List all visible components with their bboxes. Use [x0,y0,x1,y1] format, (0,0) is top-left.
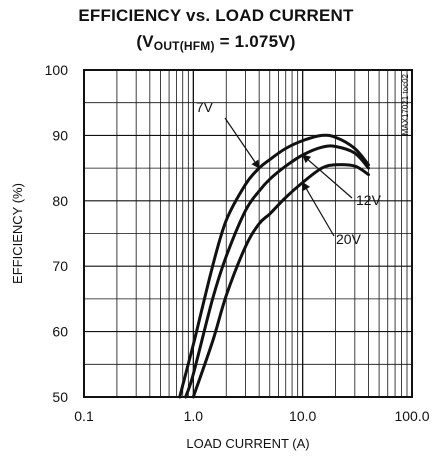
x-tick-label: 10.0 [289,408,316,424]
y-tick-label: 90 [52,127,68,143]
chart-title: EFFICIENCY vs. LOAD CURRENT [78,6,354,25]
y-tick-label: 100 [45,62,69,78]
subtitle-subscript: OUT(HFM) [153,39,215,53]
grid [84,70,412,397]
x-tick-label: 100.0 [394,408,429,424]
curve-label-7V: 7V [196,99,214,115]
subtitle-rest: = 1.075V) [214,32,296,51]
y-tick-label: 50 [52,389,68,405]
curve-label-12V: 12V [356,192,382,208]
x-tick-label: 1.0 [184,408,204,424]
plot-frame [83,69,413,398]
x-tick-label: 0.1 [74,408,94,424]
y-axis-label: EFFICIENCY (%) [10,183,25,284]
leader-arrow-20V [302,181,335,237]
chart-subtitle: (VOUT(HFM) = 1.075V) [0,32,432,53]
y-tick-label: 80 [52,193,68,209]
curve-label-20V: 20V [336,231,362,247]
y-tick-label: 70 [52,258,68,274]
figure-id: MAX17021 toc02 [401,73,410,135]
efficiency-curve-20V [191,163,370,399]
curves [178,133,370,399]
annotations: 7V 12V 20V [196,99,382,247]
leader-arrow-7V [224,117,260,169]
efficiency-curve-7V [178,133,370,399]
efficiency-curve-12V [184,144,370,399]
x-axis-label: LOAD CURRENT (A) [186,436,309,451]
leader-arrow-12V [302,154,353,199]
subtitle-open: (V [136,32,154,51]
y-tick-label: 60 [52,324,68,340]
tick-labels: 0.1 1.0 10.0 100.0 50 60 70 80 90 100 [45,62,430,424]
